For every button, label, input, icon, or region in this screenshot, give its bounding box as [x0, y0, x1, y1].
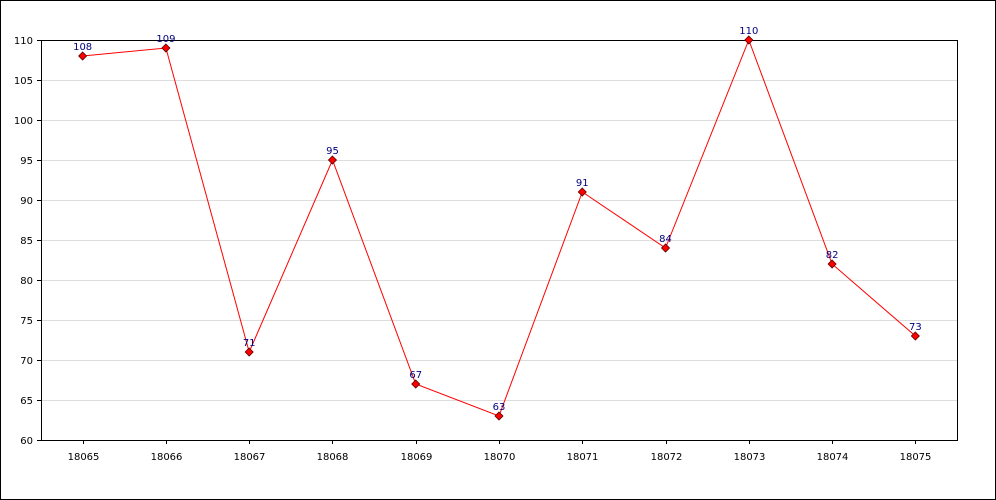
data-label: 109 — [156, 34, 175, 45]
data-point-marker — [327, 155, 338, 165]
data-label: 110 — [739, 26, 758, 37]
y-tick-label: 60 — [20, 436, 33, 447]
x-tick-label: 18069 — [401, 452, 433, 463]
x-tick-label: 18075 — [900, 452, 932, 463]
data-labels: 108 109 71 95 67 63 91 84 110 82 73 — [73, 26, 922, 413]
y-tick-label: 90 — [20, 196, 33, 207]
data-label: 67 — [409, 370, 422, 381]
y-axis-ticks: 60 65 70 75 80 85 90 95 100 105 110 — [14, 36, 41, 447]
x-tick-label: 18074 — [817, 452, 849, 463]
y-tick-label: 70 — [20, 356, 33, 367]
y-tick-label: 95 — [20, 156, 33, 167]
data-label: 108 — [73, 42, 92, 53]
y-tick-label: 100 — [14, 116, 33, 127]
x-tick-label: 18072 — [651, 452, 683, 463]
y-tick-label: 80 — [20, 276, 33, 287]
data-point-marker — [577, 187, 587, 197]
x-tick-label: 18071 — [567, 452, 599, 463]
data-point-marker — [744, 35, 754, 45]
x-tick-label: 18070 — [484, 452, 516, 463]
data-point-marker — [910, 331, 920, 341]
x-tick-label: 18066 — [151, 452, 183, 463]
series-line — [82, 38, 916, 417]
x-tick-label: 18067 — [234, 452, 266, 463]
data-label: 63 — [493, 402, 506, 413]
data-label: 73 — [909, 322, 922, 333]
y-tick-label: 65 — [20, 396, 33, 407]
x-tick-label: 18068 — [317, 452, 349, 463]
y-tick-label: 75 — [20, 316, 33, 327]
series-layer — [78, 35, 920, 421]
data-label: 91 — [576, 178, 589, 189]
y-tick-label: 105 — [14, 76, 33, 87]
x-axis-ticks: 18065 18066 18067 18068 18069 18070 18071 18072… — [68, 440, 932, 463]
data-point-marker — [78, 51, 88, 61]
data-label: 95 — [326, 146, 339, 157]
data-label: 84 — [659, 234, 672, 245]
gridlines — [41, 80, 957, 401]
y-tick-label: 110 — [14, 36, 33, 47]
data-point-marker — [494, 411, 504, 421]
data-point-marker — [244, 347, 254, 357]
data-label: 82 — [826, 250, 839, 261]
data-point-marker — [161, 43, 171, 53]
x-tick-label: 18073 — [734, 452, 766, 463]
data-label: 71 — [243, 338, 256, 349]
data-point-marker — [827, 259, 837, 269]
y-tick-label: 85 — [20, 236, 33, 247]
x-tick-label: 18065 — [68, 452, 100, 463]
data-point-marker — [660, 243, 671, 253]
data-point-marker — [411, 379, 421, 389]
